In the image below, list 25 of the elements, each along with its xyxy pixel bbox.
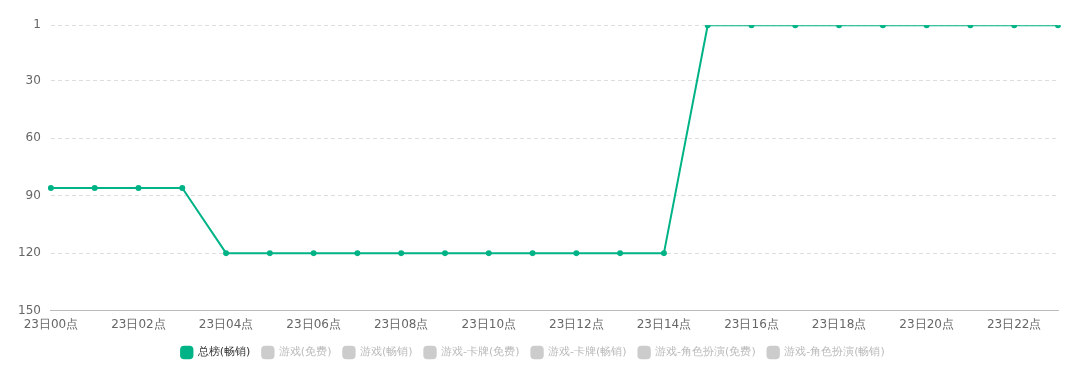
y-tick-label: 150 xyxy=(18,302,41,317)
x-tick-label: 23日22点 xyxy=(986,316,1042,331)
legend-label: 游戏-卡牌(免费) xyxy=(441,345,520,359)
legend-label: 游戏(畅销) xyxy=(359,345,413,359)
x-tick-label: 23日14点 xyxy=(636,316,692,331)
x-tick-label: 23日00点 xyxy=(23,316,79,331)
y-tick-label: 90 xyxy=(25,187,41,202)
x-tick-label: 23日02点 xyxy=(111,316,166,331)
y-tick-label: 1 xyxy=(33,17,41,32)
legend-label: 游戏-角色扮演(畅销) xyxy=(784,345,885,359)
x-tick-label: 23日20点 xyxy=(899,316,954,331)
y-tick-label: 30 xyxy=(25,72,41,87)
x-tick-label: 23日16点 xyxy=(724,316,779,331)
legend-label: 总榜(畅销) xyxy=(196,345,251,359)
x-tick-label: 23日04点 xyxy=(198,316,254,331)
legend-label: 游戏-卡牌(畅销) xyxy=(548,345,627,359)
x-tick-label: 23日08点 xyxy=(373,316,429,331)
legend-label: 游戏(免费) xyxy=(278,345,332,359)
legend-label: 游戏-角色扮演(免费) xyxy=(655,345,756,359)
x-tick-label: 23日10点 xyxy=(461,316,517,331)
x-tick-label: 23日12点 xyxy=(549,316,604,331)
y-tick-label: 60 xyxy=(25,130,41,145)
x-tick-label: 23日18点 xyxy=(811,316,867,331)
x-tick-label: 23日06点 xyxy=(286,316,341,331)
y-tick-label: 120 xyxy=(18,245,41,260)
